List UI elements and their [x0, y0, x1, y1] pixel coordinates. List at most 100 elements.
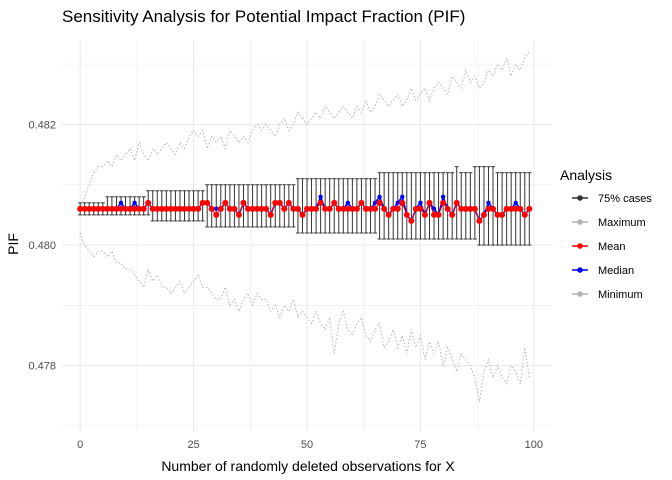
x-tick-label: 50 — [301, 439, 313, 451]
median-point — [118, 200, 124, 206]
mean-point — [353, 205, 360, 212]
mean-point — [526, 205, 533, 212]
mean-point — [294, 205, 301, 212]
mean-point — [399, 199, 406, 206]
y-axis-title: PIF — [5, 233, 21, 255]
mean-point — [281, 205, 288, 212]
legend-label: Mean — [598, 241, 626, 253]
x-axis-title: Number of randomly deleted observations … — [161, 458, 455, 474]
mean-point — [480, 211, 487, 218]
mean-point — [372, 205, 379, 212]
y-tick-label: 0.482 — [28, 119, 56, 131]
mean-point — [344, 205, 351, 212]
chart-title: Sensitivity Analysis for Potential Impac… — [62, 7, 465, 26]
mean-point — [499, 211, 506, 218]
mean-point — [508, 205, 515, 212]
mean-point — [453, 199, 460, 206]
mean-point — [113, 205, 120, 212]
maximum-line — [79, 51, 530, 210]
mean-point — [158, 205, 165, 212]
min-max-lines — [79, 51, 530, 402]
median-point — [513, 200, 518, 206]
mean-point — [476, 217, 483, 224]
minimum-line — [79, 232, 530, 402]
mean-point — [245, 205, 252, 212]
mean-point — [122, 205, 129, 212]
mean-point — [367, 205, 374, 212]
mean-point — [304, 205, 310, 212]
mean-point — [231, 205, 238, 212]
legend-key-point — [577, 195, 583, 201]
mean-point — [362, 205, 369, 212]
mean-point — [421, 211, 428, 218]
legend-label: 75% cases — [598, 193, 652, 205]
median-point — [132, 200, 137, 206]
legend: Analysis 75% cases Maximum Mean Median Minim… — [560, 167, 652, 301]
mean-point — [462, 205, 469, 212]
median-point — [372, 200, 378, 206]
mean-point — [258, 205, 265, 212]
mean-point — [90, 205, 97, 212]
mean-point — [408, 217, 415, 224]
mean-point — [317, 199, 324, 206]
mean-point — [99, 205, 106, 212]
mean-point — [376, 199, 383, 206]
mean-point — [485, 205, 492, 212]
y-axis-ticks: 0.478 0.480 0.482 — [28, 119, 56, 372]
mean-point — [195, 205, 202, 212]
legend-key-point — [577, 291, 583, 297]
mean-point — [435, 211, 442, 218]
x-tick-label: 75 — [414, 439, 426, 451]
legend-label: Minimum — [598, 289, 643, 301]
mean-point — [213, 211, 220, 218]
mean-point — [308, 205, 315, 212]
mean-point — [331, 199, 338, 206]
median-point — [395, 200, 400, 206]
mean-point — [326, 205, 333, 212]
mean-point — [267, 211, 274, 218]
mean-point — [181, 205, 188, 212]
median-point — [400, 194, 405, 199]
mean-point — [440, 199, 447, 206]
mean-point — [512, 205, 519, 212]
mean-point — [285, 199, 292, 206]
mean-point — [276, 199, 283, 206]
legend-key-point — [577, 243, 583, 249]
mean-point — [235, 211, 242, 218]
median-point — [377, 194, 382, 199]
mean-point — [494, 211, 501, 218]
legend-label: Maximum — [598, 217, 646, 229]
mean-point — [254, 205, 261, 212]
mean-point — [86, 205, 93, 212]
x-axis-ticks: 0 25 50 75 100 — [77, 439, 543, 451]
mean-point — [104, 205, 111, 212]
median-point — [418, 200, 423, 206]
mean-point — [517, 205, 524, 212]
mean-point — [240, 199, 247, 206]
mean-point — [199, 199, 206, 206]
mean-point — [186, 205, 193, 212]
median-point — [486, 200, 491, 206]
mean-point — [322, 205, 329, 212]
mean-point — [521, 211, 528, 218]
mean-point — [154, 205, 161, 212]
mean-point — [167, 205, 174, 212]
errorbars-75pct — [78, 166, 532, 246]
mean-point — [127, 205, 134, 212]
mean-point — [412, 205, 419, 212]
mean-point — [226, 205, 233, 212]
mean-point — [349, 205, 356, 212]
mean-point — [145, 199, 152, 206]
x-tick-label: 100 — [525, 439, 543, 451]
mean-point — [503, 205, 510, 212]
mean-point — [426, 199, 433, 206]
mean-point — [136, 205, 143, 212]
mean-point — [444, 205, 451, 212]
mean-point — [385, 211, 392, 218]
mean-point — [108, 205, 115, 212]
mean-point — [249, 205, 256, 212]
mean-point — [431, 211, 438, 218]
median-point — [318, 194, 323, 199]
mean-point — [490, 205, 497, 212]
legend-title: Analysis — [560, 167, 612, 183]
